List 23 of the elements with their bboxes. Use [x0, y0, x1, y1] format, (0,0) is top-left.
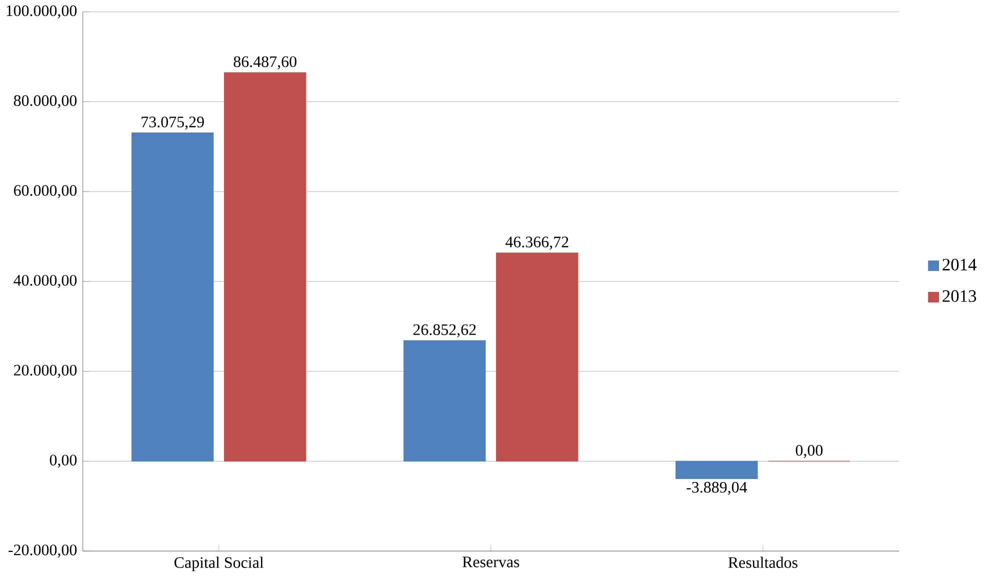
y-tick-label: 40.000,00 — [14, 275, 77, 288]
legend-label: 2014 — [942, 259, 976, 271]
y-tick-label: -20.000,00 — [8, 544, 77, 558]
bar — [224, 72, 306, 462]
x-tick-label: Resultados — [728, 556, 798, 568]
y-tick-label: 100.000,00 — [6, 6, 77, 19]
y-tick-label: 20.000,00 — [14, 365, 77, 378]
y-tick-label: 0,00 — [50, 454, 77, 468]
bar — [496, 252, 578, 462]
data-label: -3.889,04 — [686, 482, 748, 496]
bar — [404, 340, 486, 462]
bar — [676, 461, 758, 480]
x-tick-label: Reservas — [462, 556, 520, 568]
data-label: 86.487,60 — [234, 56, 296, 70]
y-tick-label: 60.000,00 — [14, 185, 77, 198]
data-label: 46.366,72 — [506, 236, 568, 250]
data-label: 0,00 — [796, 445, 823, 458]
x-tick-label: Capital Social — [174, 556, 264, 572]
data-label: 73.075,29 — [142, 116, 204, 130]
bar — [131, 132, 214, 462]
y-tick-label: 80.000,00 — [14, 95, 77, 109]
legend-label: 2013 — [942, 290, 976, 302]
data-label: 26.852,62 — [413, 324, 476, 338]
